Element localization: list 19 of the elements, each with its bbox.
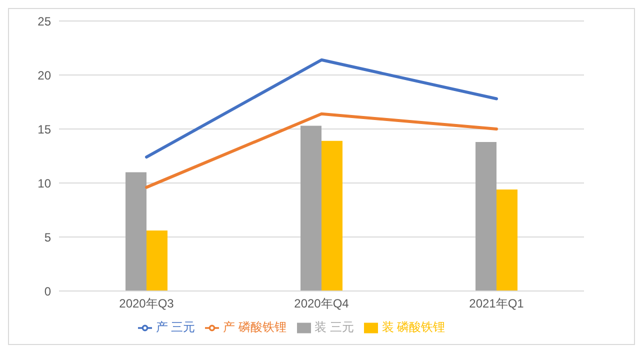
bar (476, 142, 496, 291)
bar (496, 189, 518, 291)
bar (126, 172, 146, 291)
legend-label: 产 磷酸铁锂 (223, 320, 286, 334)
y-tick-label: 10 (38, 176, 52, 190)
bar (322, 140, 342, 291)
legend-label: 产 三元 (156, 320, 196, 334)
y-tick-label: 20 (38, 68, 52, 82)
y-tick-label: 25 (38, 14, 52, 28)
bar (300, 126, 322, 291)
bar (146, 230, 168, 291)
y-tick-label: 5 (44, 230, 52, 244)
y-tick-label: 0 (44, 284, 52, 298)
legend-label: 装 磷酸铁锂 (382, 320, 446, 334)
x-tick-label: 2020年Q4 (294, 296, 350, 311)
legend-label: 装 三元 (314, 320, 354, 334)
x-tick-label: 2021年Q1 (469, 296, 524, 311)
y-tick-label: 15 (38, 122, 52, 136)
x-tick-label: 2020年Q3 (119, 296, 174, 311)
